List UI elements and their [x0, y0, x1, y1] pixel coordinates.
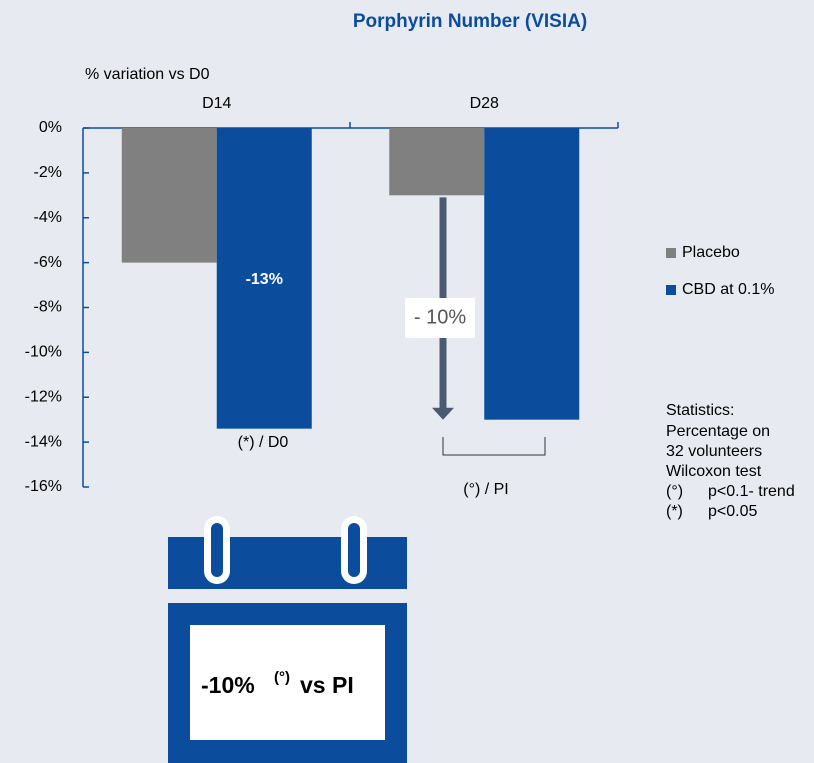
- bar: [216, 128, 312, 429]
- calendar-ring: [211, 523, 223, 577]
- callout-value: -10%: [201, 672, 255, 698]
- arrow-head: [432, 407, 454, 420]
- stat-line: p<0.05: [708, 503, 757, 520]
- callout-note: (°): [274, 669, 290, 686]
- x-tick-label: D14: [202, 95, 231, 112]
- stat-line: Statistics:: [666, 402, 734, 419]
- annotation: - 10%: [414, 306, 466, 328]
- legend-label: Placebo: [682, 244, 740, 261]
- y-tick-label: -10%: [25, 344, 62, 361]
- y-tick-label: -2%: [34, 164, 62, 181]
- y-tick-label: -16%: [25, 478, 62, 495]
- legend-swatch: [666, 248, 676, 258]
- annotation: (*) / D0: [238, 434, 289, 451]
- stat-line: Wilcoxon test: [666, 463, 762, 480]
- calendar-ring: [348, 523, 360, 577]
- y-axis-label: % variation vs D0: [85, 66, 210, 83]
- bar: [389, 128, 485, 196]
- calendar-icon: -10% (°) vs PI: [168, 516, 407, 763]
- calendar-top: [168, 537, 407, 589]
- stat-line: Percentage on: [666, 423, 770, 440]
- statistics: Statistics: Percentage on 32 volunteers …: [666, 402, 795, 520]
- y-tick-label: -12%: [25, 388, 62, 405]
- legend-label: CBD at 0.1%: [682, 281, 774, 298]
- legend-swatch: [666, 285, 676, 295]
- y-tick-label: -14%: [25, 433, 62, 450]
- y-tick-label: -4%: [34, 209, 62, 226]
- bar: [121, 128, 217, 263]
- calendar-page: [190, 625, 385, 740]
- callout-text: vs PI: [300, 672, 354, 698]
- bracket: [442, 437, 546, 456]
- annotation-box: [405, 298, 475, 338]
- stat-line: (*): [666, 503, 683, 520]
- x-tick-label: D28: [470, 95, 499, 112]
- stat-line: (°): [666, 483, 683, 500]
- y-tick-label: 0%: [39, 119, 62, 136]
- y-tick-label: -6%: [34, 254, 62, 271]
- y-tick-label: -8%: [34, 299, 62, 316]
- stat-line: p<0.1- trend: [708, 483, 795, 500]
- stat-line: 32 volunteers: [666, 443, 762, 460]
- annotation: (°) / PI: [463, 481, 509, 498]
- bar: [484, 128, 580, 420]
- data-label: -13%: [246, 271, 283, 288]
- chart-title: Porphyrin Number (VISIA): [353, 11, 587, 32]
